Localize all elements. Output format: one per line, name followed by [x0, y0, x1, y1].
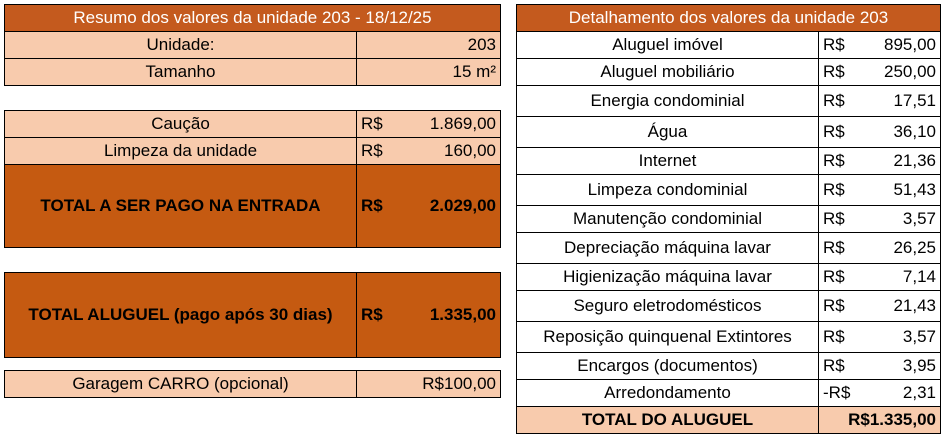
detail-item-currency: R$ [818, 85, 855, 117]
rent-total-currency: R$ [356, 272, 395, 358]
detail-row: Água R$ 36,10 [516, 116, 941, 148]
detail-item-label: Arredondamento [516, 379, 819, 407]
cleaning-currency: R$ [356, 137, 395, 165]
detail-item-label: Manutenção condominial [516, 205, 819, 233]
deposit-label: Caução [4, 110, 357, 138]
detail-item-currency: R$ [818, 232, 855, 264]
detail-item-value: 3,57 [854, 205, 941, 233]
detail-item-label: Reposição quinquenal Extintores [516, 321, 819, 353]
detail-row: Limpeza condominial R$ 51,43 [516, 174, 941, 206]
spacer-row [4, 247, 501, 273]
unit-value: 203 [355, 31, 502, 59]
detail-item-value: 21,36 [854, 147, 941, 175]
detail-item-value: 250,00 [854, 58, 941, 86]
size-label: Tamanho [4, 58, 357, 86]
detail-title: Detalhamento dos valores da unidade 203 [516, 4, 941, 32]
detail-row: Aluguel imóvel R$ 895,00 [516, 31, 941, 59]
detail-item-label: Aluguel mobiliário [516, 58, 819, 86]
size-value: 15 m² [355, 58, 502, 86]
detail-item-value: 3,57 [854, 321, 941, 353]
spacer-row [4, 85, 501, 111]
detail-item-currency: -R$ [818, 379, 855, 407]
detail-row: Depreciação máquina lavar R$ 26,25 [516, 232, 941, 264]
detail-item-currency: R$ [818, 116, 855, 148]
deposit-currency: R$ [356, 110, 395, 138]
detail-row: Reposição quinquenal Extintores R$ 3,57 [516, 321, 941, 353]
spacer-row [4, 357, 501, 371]
detail-row: Higienização máquina lavar R$ 7,14 [516, 263, 941, 291]
detail-row: Manutenção condominial R$ 3,57 [516, 205, 941, 233]
detail-item-currency: R$ [818, 263, 855, 291]
detail-item-currency: R$ [818, 352, 855, 380]
detail-item-value: 17,51 [854, 85, 941, 117]
detail-item-value: 2,31 [854, 379, 941, 407]
detail-item-label: Limpeza condominial [516, 174, 819, 206]
detail-item-currency: R$ [818, 321, 855, 353]
entry-total-currency: R$ [356, 164, 395, 248]
detail-row: Encargos (documentos) R$ 3,95 [516, 352, 941, 380]
detail-item-currency: R$ [818, 174, 855, 206]
detail-item-value: 51,43 [854, 174, 941, 206]
detail-item-label: Internet [516, 147, 819, 175]
detail-row: Internet R$ 21,36 [516, 147, 941, 175]
detail-item-currency: R$ [818, 205, 855, 233]
detail-row: Arredondamento -R$ 2,31 [516, 379, 941, 407]
detail-item-value: 895,00 [854, 31, 941, 59]
garage-label: Garagem CARRO (opcional) [4, 370, 357, 398]
unit-label: Unidade: [4, 31, 357, 59]
entry-total-value: 2.029,00 [394, 164, 502, 248]
detail-item-currency: R$ [818, 58, 855, 86]
summary-table: Resumo dos valores da unidade 203 - 18/1… [3, 4, 502, 398]
detail-item-label: Higienização máquina lavar [516, 263, 819, 291]
detail-item-label: Encargos (documentos) [516, 352, 819, 380]
detail-item-label: Seguro eletrodomésticos [516, 290, 819, 322]
detail-item-label: Depreciação máquina lavar [516, 232, 819, 264]
rent-total-label: TOTAL ALUGUEL (pago após 30 dias) [4, 272, 357, 358]
detail-item-label: Água [516, 116, 819, 148]
detail-item-label: Energia condominial [516, 85, 819, 117]
cleaning-value: 160,00 [394, 137, 502, 165]
detail-item-value: 3,95 [854, 352, 941, 380]
deposit-value: 1.869,00 [394, 110, 502, 138]
detail-row: Energia condominial R$ 17,51 [516, 85, 941, 117]
detail-item-currency: R$ [818, 147, 855, 175]
detail-item-value: 36,10 [854, 116, 941, 148]
garage-value: R$100,00 [355, 370, 502, 398]
summary-title: Resumo dos valores da unidade 203 - 18/1… [3, 4, 502, 32]
rent-total-value: 1.335,00 [394, 272, 502, 358]
detail-item-value: 21,43 [854, 290, 941, 322]
cleaning-label: Limpeza da unidade [4, 137, 357, 165]
detail-total-label: TOTAL DO ALUGUEL [516, 406, 819, 434]
entry-total-label: TOTAL A SER PAGO NA ENTRADA [4, 164, 357, 248]
detail-table: Detalhamento dos valores da unidade 203 … [516, 4, 941, 434]
detail-item-currency: R$ [818, 290, 855, 322]
detail-item-label: Aluguel imóvel [516, 31, 819, 59]
detail-item-value: 26,25 [854, 232, 941, 264]
detail-row: Aluguel mobiliário R$ 250,00 [516, 58, 941, 86]
detail-row: Seguro eletrodomésticos R$ 21,43 [516, 290, 941, 322]
detail-item-currency: R$ [818, 31, 855, 59]
detail-item-value: 7,14 [854, 263, 941, 291]
detail-total-value: R$1.335,00 [818, 406, 941, 434]
